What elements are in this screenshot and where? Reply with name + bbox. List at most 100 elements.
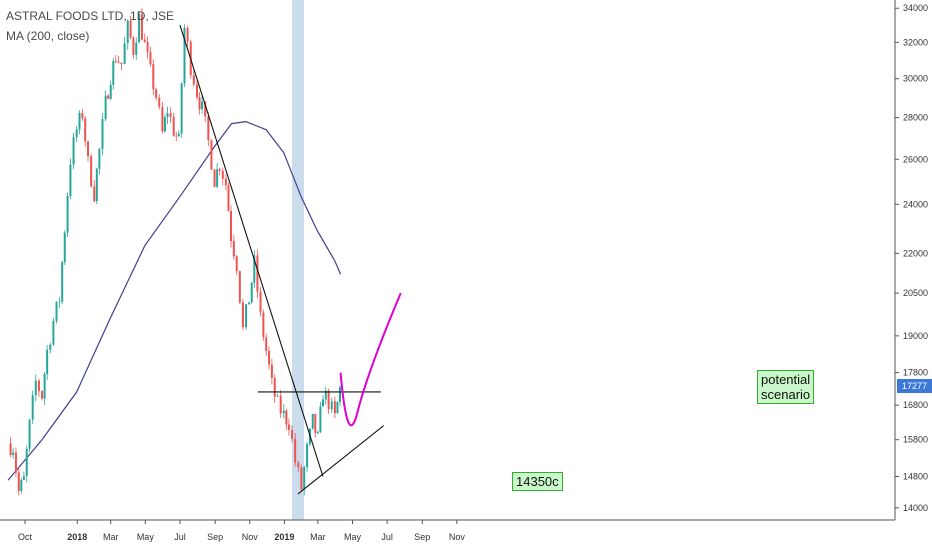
x-tick-label: Sep <box>414 532 430 542</box>
candle-body <box>17 472 20 492</box>
candle <box>69 158 72 200</box>
candle-body <box>66 196 69 233</box>
candle <box>256 249 259 299</box>
candle-body <box>204 101 207 117</box>
candle <box>262 309 265 341</box>
candle <box>195 80 198 101</box>
candle-body <box>107 95 110 99</box>
candle <box>183 24 186 87</box>
candle <box>216 162 219 189</box>
candle <box>336 401 339 414</box>
x-tick-label: Sep <box>207 532 223 542</box>
candle <box>112 57 115 90</box>
candle <box>109 80 112 101</box>
candle-body <box>221 170 224 179</box>
candle-body <box>265 337 268 351</box>
candle-body <box>46 349 49 375</box>
y-tick-label: 22000 <box>903 248 928 258</box>
x-tick-label: Jul <box>381 532 393 542</box>
candle-body <box>285 410 288 425</box>
candle <box>93 179 96 203</box>
candle-body <box>287 424 290 431</box>
candle-body <box>31 395 34 420</box>
last-price-tag: 17277 <box>897 379 932 393</box>
candle-body <box>336 401 339 414</box>
candle-body <box>253 255 256 283</box>
candle <box>273 374 276 403</box>
candle <box>37 378 40 397</box>
y-tick-label: 30000 <box>903 74 928 84</box>
candle-body <box>75 129 78 138</box>
trend-line <box>297 425 385 495</box>
candle <box>314 413 317 438</box>
candle <box>155 87 158 101</box>
candle <box>333 396 336 419</box>
scenario-label-line-1: potential <box>761 372 811 387</box>
candle-body <box>132 37 135 55</box>
candle-body <box>177 133 180 136</box>
candle <box>123 36 126 65</box>
drawings-layer <box>179 24 402 495</box>
candle-body <box>172 116 175 136</box>
candle <box>28 418 31 453</box>
highlight-band <box>291 0 304 520</box>
candle <box>227 182 230 212</box>
candle <box>230 205 233 248</box>
candle <box>98 147 101 175</box>
candle <box>338 385 341 406</box>
candle <box>303 465 306 496</box>
candle <box>166 106 169 124</box>
candle-body <box>311 413 314 429</box>
candle-body <box>169 113 172 117</box>
candle <box>175 131 178 142</box>
candle <box>311 413 314 430</box>
candle <box>245 303 248 330</box>
candle <box>114 55 117 64</box>
candle-body <box>241 302 244 328</box>
candle-body <box>248 302 251 305</box>
candle-body <box>20 479 23 492</box>
candle-body <box>276 395 279 397</box>
candle-body <box>143 39 146 43</box>
candle-body <box>321 399 324 407</box>
candle-body <box>163 117 166 132</box>
candle <box>90 153 93 188</box>
candle-body <box>135 42 138 55</box>
candle <box>248 302 251 305</box>
candle <box>241 298 244 331</box>
candle-body <box>316 431 319 433</box>
candle <box>291 425 294 443</box>
candle-body <box>256 255 259 292</box>
candle <box>265 333 268 356</box>
candle-body <box>192 75 195 85</box>
candle <box>285 409 288 430</box>
candle-body <box>297 462 300 468</box>
candle-body <box>195 84 198 98</box>
candle-body <box>155 89 158 98</box>
candle <box>87 140 90 162</box>
candle <box>282 404 285 419</box>
candle <box>224 174 227 191</box>
candle-body <box>109 84 112 99</box>
candle <box>117 55 120 64</box>
candle <box>43 372 46 405</box>
candle <box>52 318 55 346</box>
y-tick-label: 26000 <box>903 154 928 164</box>
y-tick-label: 14000 <box>903 503 928 513</box>
candle-body <box>78 112 81 130</box>
candle-body <box>158 97 161 107</box>
x-tick-label: Mar <box>310 532 326 542</box>
candle-body <box>180 83 183 134</box>
candle-body <box>43 374 46 399</box>
candle-body <box>282 410 285 414</box>
candle-body <box>314 413 317 433</box>
candle-body <box>273 377 276 397</box>
candle-body <box>37 380 40 392</box>
x-tick-label: Oct <box>18 532 33 542</box>
candle-body <box>69 164 72 197</box>
candle <box>163 114 166 133</box>
candle-body <box>98 148 101 169</box>
candle <box>235 254 238 276</box>
